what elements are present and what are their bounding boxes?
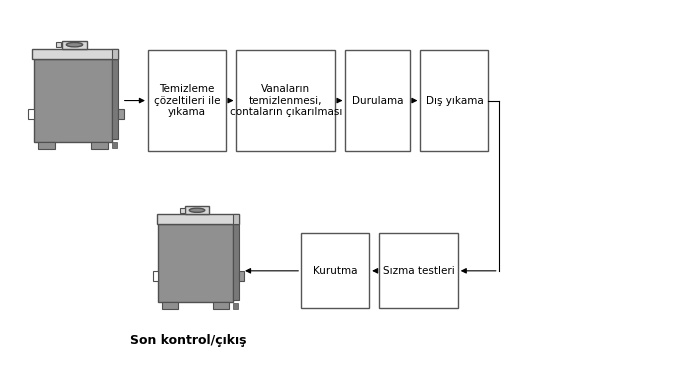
Bar	[162, 302, 179, 310]
Bar	[157, 214, 239, 224]
Bar	[57, 42, 62, 47]
Bar	[112, 49, 118, 60]
Text: Temizleme
çözeltileri ile
yıkama: Temizleme çözeltileri ile yıkama	[154, 84, 220, 117]
Bar	[28, 109, 34, 119]
Bar	[213, 302, 229, 310]
Bar	[62, 41, 87, 49]
Bar	[180, 208, 185, 213]
Bar	[185, 207, 209, 214]
Bar	[239, 271, 244, 280]
Bar	[148, 50, 226, 151]
Text: Dış yıkama: Dış yıkama	[425, 95, 484, 106]
Bar	[153, 271, 158, 280]
Bar	[38, 142, 55, 149]
Bar	[32, 49, 118, 60]
Bar	[301, 233, 369, 308]
Ellipse shape	[189, 208, 205, 212]
Bar	[112, 60, 118, 139]
Bar	[118, 109, 124, 119]
Bar	[345, 50, 410, 151]
Bar	[233, 224, 239, 300]
Bar	[91, 142, 108, 149]
Ellipse shape	[66, 43, 83, 47]
Text: Kurutma: Kurutma	[313, 266, 358, 276]
Text: Sızma testleri: Sızma testleri	[383, 266, 454, 276]
Bar	[421, 50, 488, 151]
Bar	[34, 60, 112, 142]
Bar	[233, 303, 237, 309]
Bar	[233, 214, 239, 224]
Bar	[237, 50, 335, 151]
Bar	[158, 224, 233, 302]
Text: Vanaların
temizlenmesi,
contaların çıkarılması: Vanaların temizlenmesi, contaların çıkar…	[230, 84, 342, 117]
Text: Durulama: Durulama	[352, 95, 404, 106]
Bar	[380, 233, 458, 308]
Text: Son kontrol/çıkış: Son kontrol/çıkış	[131, 334, 247, 347]
Bar	[112, 143, 117, 149]
